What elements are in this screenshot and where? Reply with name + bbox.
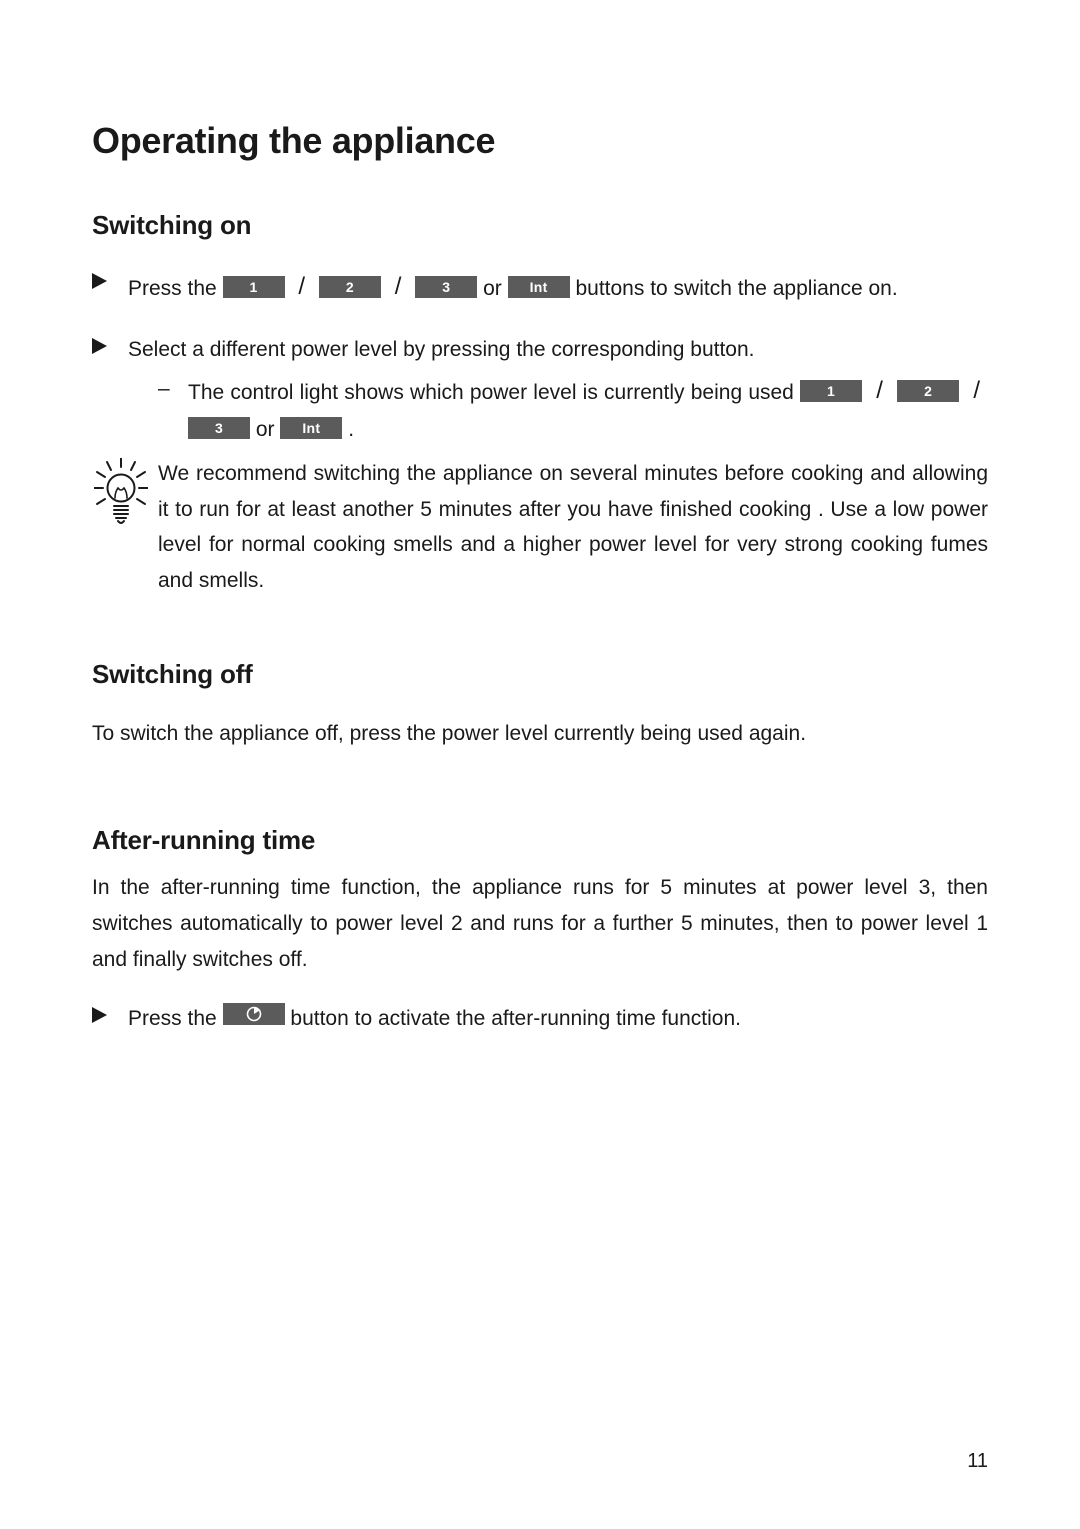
button-2-icon: 2 — [319, 276, 381, 298]
bullet-icon — [92, 267, 128, 289]
bullet-icon — [92, 332, 128, 354]
sub1-text-or: or — [256, 418, 281, 441]
step1-text-post: buttons to switch the appliance on. — [575, 277, 897, 300]
lightbulb-icon — [92, 456, 158, 538]
step2-text: Select a different power level by pressi… — [128, 338, 755, 361]
tip-text: We recommend switching the appliance on … — [158, 456, 988, 599]
timer-button-icon — [223, 1003, 285, 1025]
slash-icon: / — [965, 371, 988, 412]
sub1-text-pre: The control light shows which power leve… — [188, 381, 800, 404]
switching-off-text: To switch the appliance off, press the p… — [92, 716, 988, 752]
page-title: Operating the appliance — [92, 120, 988, 162]
button-int-icon: Int — [280, 417, 342, 439]
step-after-text-post: button to activate the after-running tim… — [290, 1007, 741, 1030]
sub-control-light: – The control light shows which power le… — [128, 371, 988, 447]
button-1-icon: 1 — [800, 380, 862, 402]
slash-icon: / — [290, 267, 313, 308]
section-switching-off-title: Switching off — [92, 659, 988, 690]
page-number: 11 — [967, 1450, 988, 1473]
button-1-icon: 1 — [223, 276, 285, 298]
dash-icon: – — [158, 371, 188, 407]
button-3-icon: 3 — [415, 276, 477, 298]
sub1-text-end: . — [348, 418, 354, 441]
button-2-icon: 2 — [897, 380, 959, 402]
step-select-power: Select a different power level by pressi… — [92, 332, 988, 448]
bullet-icon — [92, 1001, 128, 1023]
slash-icon: / — [387, 267, 410, 308]
section-after-running-title: After-running time — [92, 825, 988, 856]
section-switching-on-title: Switching on — [92, 210, 988, 241]
step-after-running: Press the button to activate the after-r… — [92, 1001, 988, 1037]
button-3-icon: 3 — [188, 417, 250, 439]
step1-text-or: or — [483, 277, 508, 300]
after-running-text: In the after-running time function, the … — [92, 870, 988, 977]
step-press-buttons: Press the 1 / 2 / 3 or Int buttons to sw… — [92, 267, 988, 308]
button-int-icon: Int — [508, 276, 570, 298]
slash-icon: / — [868, 371, 891, 412]
step-after-text-pre: Press the — [128, 1007, 223, 1030]
step1-text-pre: Press the — [128, 277, 223, 300]
tip-recommendation: We recommend switching the appliance on … — [92, 456, 988, 599]
